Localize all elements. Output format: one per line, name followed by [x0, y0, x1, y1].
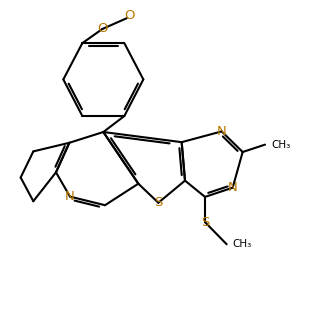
Text: N: N	[65, 190, 75, 203]
Text: CH₃: CH₃	[233, 239, 252, 249]
Text: O: O	[97, 23, 108, 36]
Text: S: S	[201, 216, 209, 228]
Text: CH₃: CH₃	[271, 140, 290, 150]
Text: N: N	[228, 181, 237, 194]
Text: S: S	[154, 196, 162, 209]
Text: O: O	[125, 9, 135, 22]
Text: N: N	[217, 125, 227, 138]
